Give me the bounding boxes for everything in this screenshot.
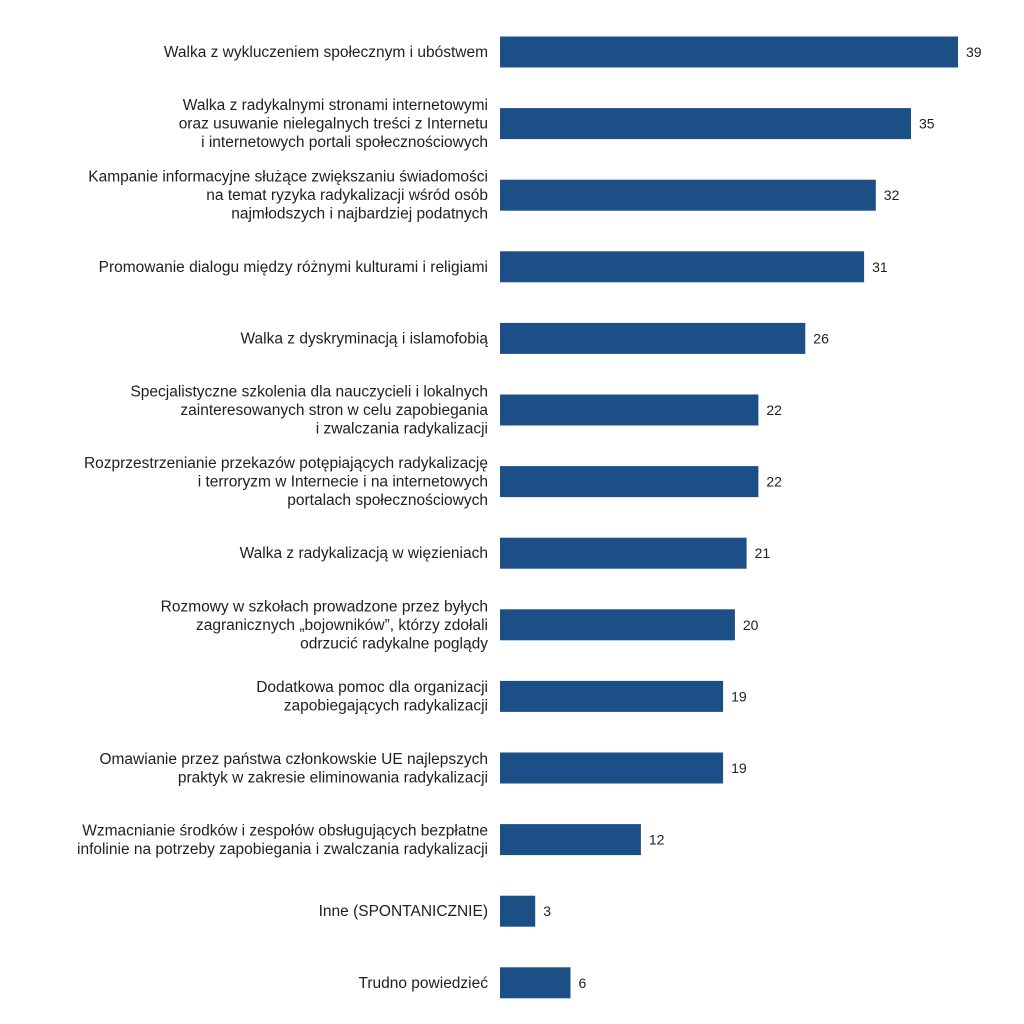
category-label-9-line-1: zapobiegających radykalizacji xyxy=(284,698,488,715)
value-label-2: 32 xyxy=(884,187,900,203)
category-label-1: Walka z radykalnymi stronami internetowy… xyxy=(179,97,488,151)
value-label-5: 22 xyxy=(766,402,782,418)
category-label-6: Rozprzestrzenianie przekazów potępiający… xyxy=(84,455,488,509)
category-label-5-line-2: i zwalczania radykalizacji xyxy=(316,421,488,438)
value-label-0: 39 xyxy=(966,44,982,60)
value-label-13: 6 xyxy=(579,975,587,991)
category-label-2-line-0: Kampanie informacyjne służące zwiększani… xyxy=(88,169,488,186)
category-label-5-line-0: Specjalistyczne szkolenia dla nauczyciel… xyxy=(130,384,488,401)
category-label-1-line-1: oraz usuwanie nielegalnych treści z Inte… xyxy=(179,116,488,133)
bar-3 xyxy=(500,251,865,283)
bar-5 xyxy=(500,394,759,426)
category-label-0: Walka z wykluczeniem społecznym i ubóstw… xyxy=(164,44,488,61)
category-label-11-line-1: infolinie na potrzeby zapobiegania i zwa… xyxy=(77,841,488,858)
category-label-10: Omawianie przez państwa członkowskie UE … xyxy=(99,751,488,787)
category-label-5: Specjalistyczne szkolenia dla nauczyciel… xyxy=(130,384,488,438)
bar-9 xyxy=(500,680,724,712)
bar-10 xyxy=(500,752,724,784)
category-label-13-line-0: Trudno powiedzieć xyxy=(358,975,488,992)
category-label-8-line-0: Rozmowy w szkołach prowadzone przez były… xyxy=(161,598,488,615)
category-label-0-line-0: Walka z wykluczeniem społecznym i ubóstw… xyxy=(164,44,488,61)
category-label-6-line-1: i terroryzm w Internecie i na internetow… xyxy=(198,474,488,491)
category-label-8-line-1: zagranicznych „bojowników”, którzy zdoła… xyxy=(196,617,488,634)
value-label-1: 35 xyxy=(919,116,935,132)
bar-0 xyxy=(500,36,958,68)
value-label-11: 12 xyxy=(649,832,665,848)
category-label-13: Trudno powiedzieć xyxy=(358,975,488,992)
category-label-5-line-1: zainteresowanych stron w celu zapobiegan… xyxy=(180,402,488,419)
bar-12 xyxy=(500,895,536,927)
bar-1 xyxy=(500,108,911,140)
category-label-3: Promowanie dialogu między różnymi kultur… xyxy=(99,259,488,276)
category-label-10-line-1: praktyk w zakresie eliminowania radykali… xyxy=(178,769,488,786)
bar-4 xyxy=(500,322,806,354)
category-label-1-line-2: i internetowych portali społecznościowyc… xyxy=(201,134,488,151)
category-label-12: Inne (SPONTANICZNIE) xyxy=(319,903,488,920)
category-label-11-line-0: Wzmacnianie środków i zespołów obsługują… xyxy=(82,822,488,839)
value-label-4: 26 xyxy=(813,330,829,346)
bar-2 xyxy=(500,179,876,211)
category-label-9: Dodatkowa pomoc dla organizacji zapobiega… xyxy=(256,679,488,715)
category-label-6-line-2: portalach społecznościowych xyxy=(287,492,488,509)
bar-13 xyxy=(500,967,571,999)
value-label-8: 20 xyxy=(743,617,759,633)
category-label-8: Rozmowy w szkołach prowadzone przez były… xyxy=(161,598,489,652)
bar-11 xyxy=(500,824,641,856)
value-label-9: 19 xyxy=(731,688,747,704)
category-label-8-line-2: odrzucić radykalne poglądy xyxy=(300,635,488,652)
value-label-7: 21 xyxy=(755,545,771,561)
category-label-6-line-0: Rozprzestrzenianie przekazów potępiający… xyxy=(84,455,488,472)
value-label-10: 19 xyxy=(731,760,747,776)
category-label-4: Walka z dyskryminacją i islamofobią xyxy=(240,330,488,347)
category-label-11: Wzmacnianie środków i zespołów obsługują… xyxy=(77,822,488,858)
bar-8 xyxy=(500,609,735,641)
value-label-12: 3 xyxy=(543,903,551,919)
bar-7 xyxy=(500,537,747,569)
category-label-4-line-0: Walka z dyskryminacją i islamofobią xyxy=(240,330,488,347)
category-label-10-line-0: Omawianie przez państwa członkowskie UE … xyxy=(99,751,488,768)
category-label-1-line-0: Walka z radykalnymi stronami internetowy… xyxy=(183,97,488,114)
value-label-6: 22 xyxy=(766,474,782,490)
bar-6 xyxy=(500,466,759,498)
category-label-7-line-0: Walka z radykalizacją w więzieniach xyxy=(240,545,488,562)
value-label-3: 31 xyxy=(872,259,888,275)
category-label-2-line-1: na temat ryzyka radykalizacji wśród osób xyxy=(206,187,488,204)
category-label-12-line-0: Inne (SPONTANICZNIE) xyxy=(319,903,488,920)
category-label-9-line-0: Dodatkowa pomoc dla organizacji xyxy=(256,679,488,696)
category-label-7: Walka z radykalizacją w więzieniach xyxy=(240,545,488,562)
category-label-3-line-0: Promowanie dialogu między różnymi kultur… xyxy=(99,259,488,276)
category-label-2-line-2: najmłodszych i najbardziej podatnych xyxy=(231,206,488,223)
category-label-2: Kampanie informacyjne służące zwiększani… xyxy=(88,169,488,223)
